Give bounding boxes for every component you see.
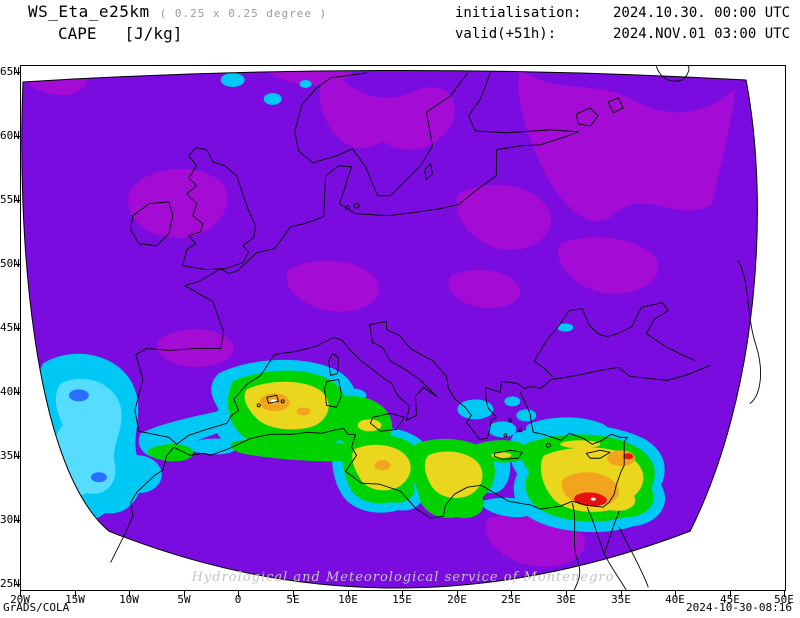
lon-tick <box>784 591 785 597</box>
lon-tick-label: 0 <box>234 593 242 606</box>
init-value: 2024.10.30. 00:00 UTC <box>613 5 791 21</box>
lat-tick-label: 50N <box>0 257 20 270</box>
lon-tick <box>402 591 403 597</box>
lon-tick <box>566 591 567 597</box>
variable-name: CAPE <box>58 24 97 43</box>
lat-tick <box>14 584 20 585</box>
lat-tick <box>14 136 20 137</box>
lon-tick-label: 20E <box>447 593 467 606</box>
lon-tick-label: 35E <box>611 593 631 606</box>
lon-tick <box>238 591 239 597</box>
lon-tick <box>730 591 731 597</box>
domain-outline <box>21 69 758 589</box>
header-left: WS_Eta_e25km ( 0.25 x 0.25 degree ) CAPE [… <box>28 2 327 43</box>
creation-timestamp: 2024-10-30-08:16 <box>686 601 792 614</box>
lat-tick-label: 25N <box>0 577 20 590</box>
lon-tick-label: 45E <box>720 593 740 606</box>
lon-tick <box>293 591 294 597</box>
lon-tick-label: 10W <box>119 593 139 606</box>
lon-tick <box>129 591 130 597</box>
lat-tick-label: 55N <box>0 193 20 206</box>
cape-map <box>21 66 761 590</box>
grads-credit: GrADS/COLA <box>3 601 70 614</box>
lon-tick-label: 15W <box>65 593 85 606</box>
resolution-label: ( 0.25 x 0.25 degree ) <box>159 7 328 20</box>
header-right: initialisation: 2024.10.30. 00:00 UTC val… <box>455 3 790 45</box>
lon-tick-label: 5W <box>177 593 191 606</box>
lon-tick-label: 10E <box>338 593 358 606</box>
lat-tick-label: 45N <box>0 321 20 334</box>
lon-tick-label: 25E <box>501 593 521 606</box>
lon-tick <box>675 591 676 597</box>
lon-tick-label: 50E <box>774 593 794 606</box>
lon-tick <box>20 591 21 597</box>
lon-tick-label: 40E <box>665 593 685 606</box>
lat-tick <box>14 72 20 73</box>
lon-tick-label: 20W <box>10 593 30 606</box>
coastline-layer <box>110 66 761 590</box>
valid-label: valid(+51h): <box>455 26 557 42</box>
shading-layer <box>21 70 758 588</box>
lon-tick-label: 15E <box>392 593 412 606</box>
lon-tick <box>184 591 185 597</box>
red-regions <box>270 399 634 507</box>
model-name: WS_Eta_e25km <box>28 2 150 21</box>
lat-tick-label: 40N <box>0 385 20 398</box>
lat-tick <box>14 200 20 201</box>
lon-tick <box>75 591 76 597</box>
lat-tick-label: 60N <box>0 129 20 142</box>
lon-tick-label: 30E <box>556 593 576 606</box>
lat-tick <box>14 264 20 265</box>
lon-tick <box>511 591 512 597</box>
init-label: initialisation: <box>455 5 582 21</box>
lat-tick-label: 35N <box>0 449 20 462</box>
variable-units: [J/kg] <box>124 24 183 43</box>
valid-value: 2024.NOV.01 03:00 UTC <box>613 26 791 42</box>
lat-tick-label: 65N <box>0 65 20 78</box>
lat-tick <box>14 520 20 521</box>
lat-tick <box>14 328 20 329</box>
lon-tick <box>348 591 349 597</box>
lat-tick <box>14 456 20 457</box>
lon-tick <box>621 591 622 597</box>
lon-tick <box>457 591 458 597</box>
lon-tick-label: 5E <box>286 593 300 606</box>
lat-tick-label: 30N <box>0 513 20 526</box>
map-frame: Hydrological and Meteorological service … <box>20 65 786 591</box>
magenta-patches <box>21 70 736 567</box>
lat-tick <box>14 392 20 393</box>
